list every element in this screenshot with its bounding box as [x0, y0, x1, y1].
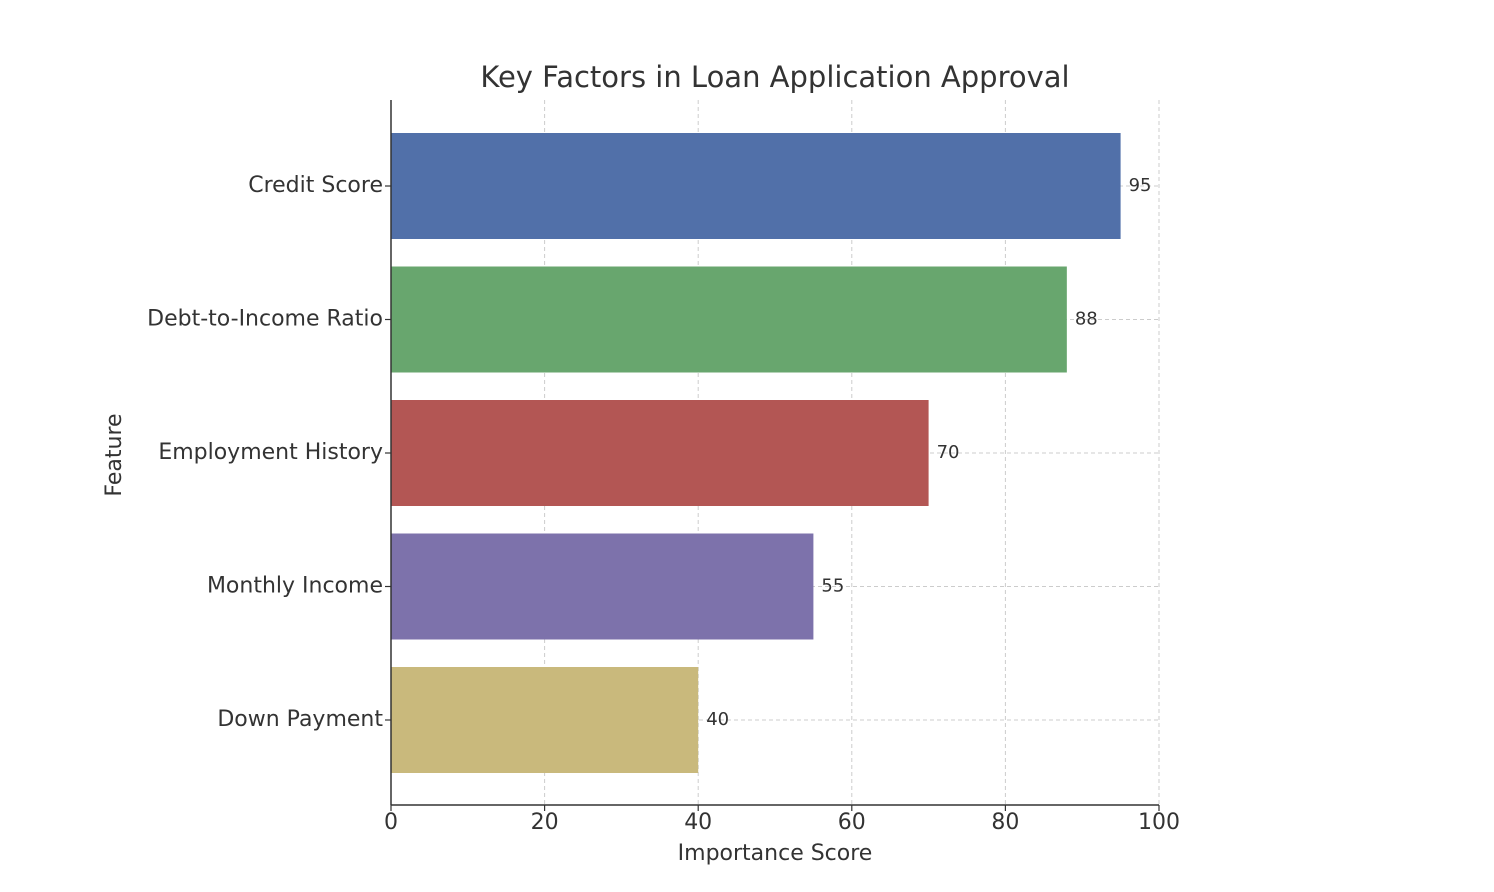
value-label: 40 [706, 709, 729, 730]
x-tick-label: 20 [531, 810, 559, 835]
bar [391, 667, 699, 773]
x-tick-label: 0 [384, 810, 398, 835]
x-tick-label: 100 [1138, 810, 1180, 835]
bar [391, 533, 814, 640]
bar [391, 400, 929, 506]
value-label: 95 [1129, 175, 1152, 196]
y-tick-label: Monthly Income [207, 574, 383, 599]
value-label: 88 [1075, 309, 1098, 330]
y-tick-label: Employment History [158, 440, 383, 465]
y-axis-label: Feature [102, 413, 127, 496]
y-tick-label: Credit Score [248, 173, 383, 198]
x-tick-label: 80 [991, 810, 1019, 835]
y-tick-label: Debt-to-Income Ratio [147, 307, 383, 332]
chart-title: Key Factors in Loan Application Approval [480, 60, 1069, 94]
value-label: 70 [937, 442, 960, 463]
bar [391, 133, 1121, 239]
value-label: 55 [821, 576, 844, 597]
x-tick-label: 60 [838, 810, 866, 835]
y-tick-label: Down Payment [217, 707, 383, 732]
x-axis-label: Importance Score [678, 841, 873, 866]
bar [391, 266, 1067, 373]
x-tick-label: 40 [684, 810, 712, 835]
